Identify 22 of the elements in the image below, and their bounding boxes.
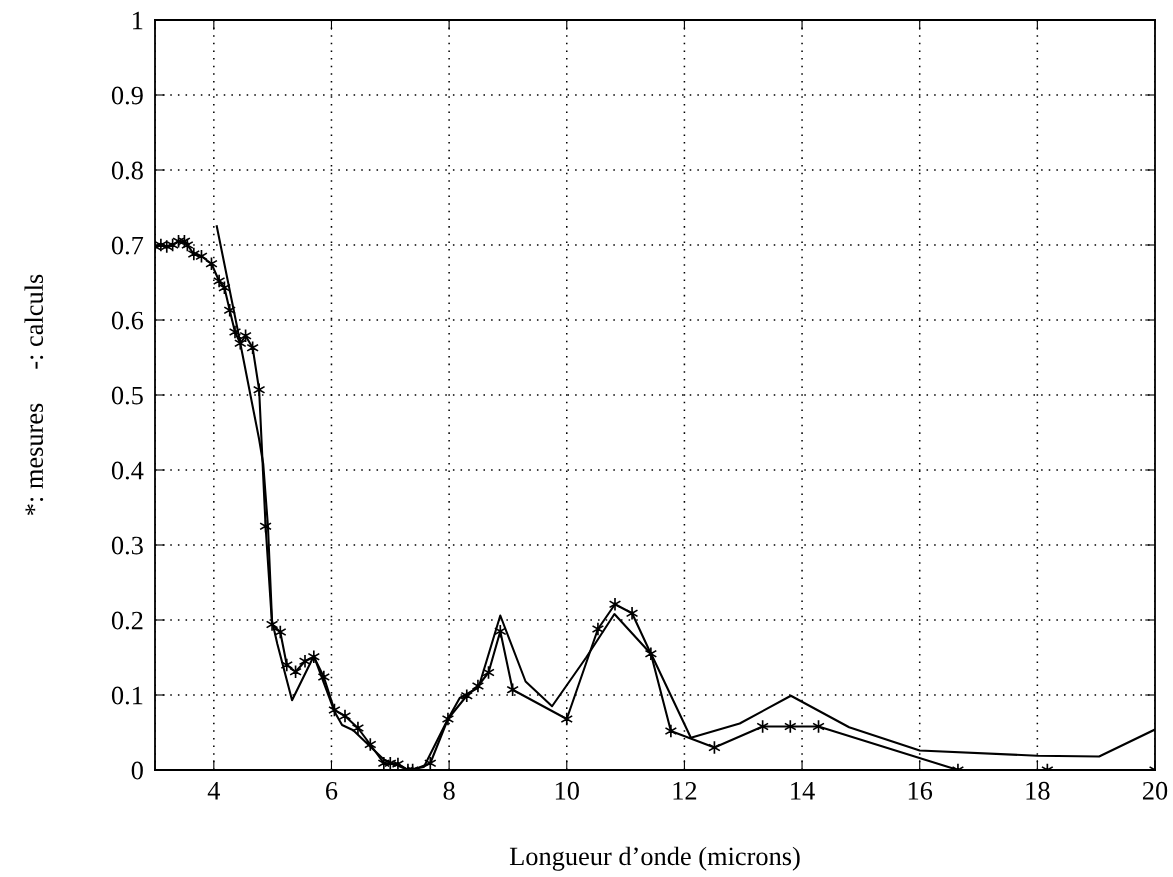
x-tick-label: 12	[673, 781, 697, 800]
y-tick-label: 0.4	[111, 461, 144, 480]
x-tick-label: 6	[326, 781, 338, 800]
y-tick-label: 0.3	[111, 536, 143, 555]
y-tick-label: 0.1	[111, 686, 143, 705]
y-tick-label: 0.7	[111, 236, 144, 255]
y-axis-title: *: mesures -: calculs	[24, 274, 44, 515]
x-tick-label: 16	[908, 781, 933, 800]
x-tick-label: 10	[555, 781, 579, 800]
y-tick-label: 0.6	[111, 311, 144, 330]
x-tick-label: 8	[443, 781, 455, 800]
x-tick-label: 20	[1142, 781, 1168, 800]
y-tick-label: 0.2	[111, 611, 143, 630]
x-axis-title: Longueur d’onde (microns)	[509, 846, 800, 871]
y-tick-label: 0.5	[111, 386, 143, 405]
x-tick-label: 4	[207, 782, 221, 800]
y-tick-label: 0.8	[111, 161, 143, 180]
x-tick-label: 18	[1026, 781, 1050, 800]
y-tick-label: 1	[133, 11, 143, 30]
x-tick-label: 14	[791, 782, 815, 800]
y-tick-label: 0	[131, 761, 143, 780]
y-tick-label: 0.9	[111, 86, 143, 105]
